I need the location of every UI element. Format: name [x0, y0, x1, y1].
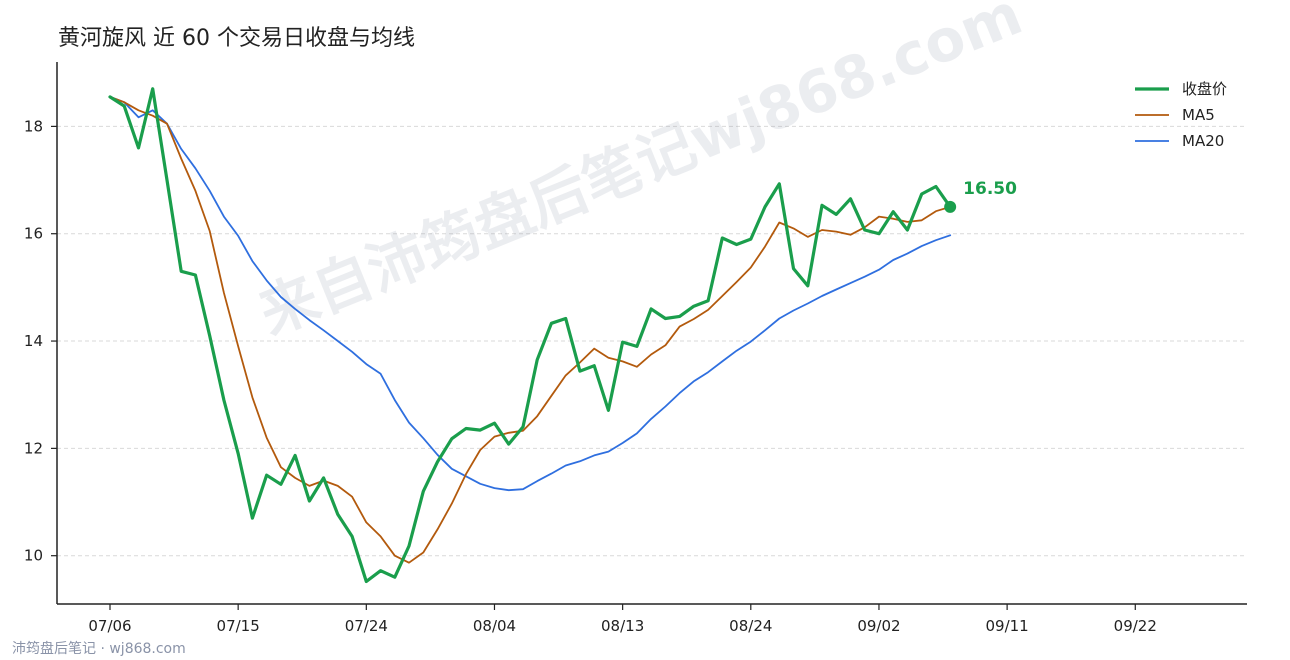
y-tick-label-0: 10	[24, 547, 43, 565]
series-line-0	[108, 87, 952, 584]
x-tick-label-4: 08/13	[601, 617, 644, 635]
chart-title: 黄河旋风 近 60 个交易日收盘与均线	[58, 26, 415, 51]
legend-label-2: MA20	[1182, 132, 1224, 150]
series-line-1	[109, 96, 952, 564]
x-tick-label-2: 07/24	[345, 617, 388, 635]
x-tick-label-0: 07/06	[88, 617, 131, 635]
grid-layer	[57, 125, 1247, 557]
x-tick-label-7: 09/11	[986, 617, 1029, 635]
x-tick-label-8: 09/22	[1114, 617, 1157, 635]
y-tick-label-3: 16	[24, 225, 43, 243]
y-tick-label-1: 12	[24, 439, 43, 457]
footer-watermark: 沛筠盘后笔记 · wj868.com	[12, 640, 186, 657]
x-tick-layer: 07/06 07/15 07/24 08/04 08/13 08/24 09/02 09/11…	[88, 604, 1157, 635]
x-tick-label-1: 07/15	[217, 617, 260, 635]
x-tick-label-5: 08/24	[729, 617, 772, 635]
watermark: 来自沛筠盘后笔记wj868.com	[250, 0, 1031, 348]
axes-layer	[56, 62, 1247, 605]
x-tick-label-3: 08/04	[473, 617, 516, 635]
series-layer	[108, 87, 952, 584]
y-tick-layer: 10 12 14 16 18	[24, 117, 57, 565]
legend-label-0: 收盘价	[1182, 80, 1227, 98]
x-tick-label-6: 09/02	[857, 617, 900, 635]
legend: 收盘价 MA5 MA20	[1135, 80, 1227, 150]
y-tick-label-2: 14	[24, 332, 43, 350]
legend-label-1: MA5	[1182, 106, 1215, 124]
last-close-label: 16.50	[963, 179, 1017, 199]
last-close-point	[944, 200, 957, 213]
series-line-2	[109, 96, 952, 492]
y-tick-label-4: 18	[24, 117, 43, 135]
